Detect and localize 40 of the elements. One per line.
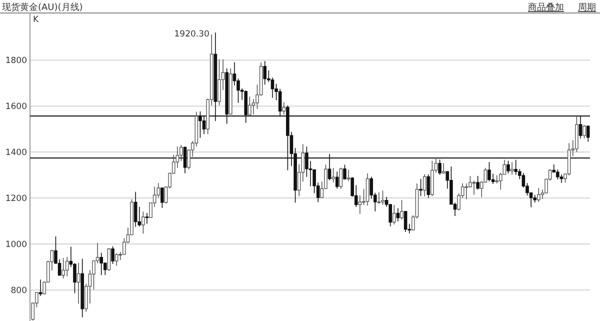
candlestick (194, 111, 198, 147)
y-tick-label: 800 (10, 286, 27, 296)
candlestick (263, 60, 267, 86)
candlestick (366, 173, 370, 206)
candlestick (346, 169, 350, 182)
candlestick (183, 146, 187, 174)
candlestick (586, 126, 590, 142)
y-tick-label: 1600 (5, 102, 27, 112)
candlestick (65, 256, 69, 277)
y-tick-label: 1000 (5, 240, 27, 250)
candlestick (214, 32, 218, 122)
chart-title: 现货黄金(AU)(月线) (2, 2, 83, 13)
candlestick (339, 167, 343, 190)
candlestick (138, 206, 142, 227)
candlestick (100, 252, 103, 276)
candlestick (388, 204, 392, 227)
candlestick (442, 162, 446, 174)
annotation: 1920.30 (174, 29, 210, 40)
y-axis-title: K (33, 15, 39, 25)
candlestick (228, 68, 232, 114)
candlestick (92, 260, 96, 290)
candlestick (282, 102, 286, 115)
candlestick (533, 194, 537, 204)
candlestick (244, 90, 248, 124)
candlestick (107, 248, 111, 272)
candlestick (426, 174, 430, 198)
candlestick (335, 171, 339, 190)
candlestick (404, 211, 408, 232)
candlestick (567, 142, 571, 176)
y-tick-label: 1800 (5, 56, 27, 66)
candlestick (578, 116, 582, 139)
y-tick-label: 1400 (5, 148, 27, 158)
text: 周期 (578, 2, 596, 13)
candlestick (134, 191, 138, 228)
y-tick-label: 1200 (5, 194, 27, 204)
candlestick (328, 154, 332, 181)
candlestick (114, 252, 118, 266)
candlestick (278, 88, 282, 117)
text: 商品叠加 (528, 2, 564, 13)
candlestick (510, 162, 514, 175)
